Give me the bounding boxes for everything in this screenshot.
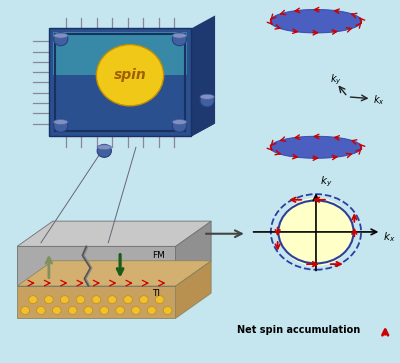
- Circle shape: [92, 296, 101, 303]
- Ellipse shape: [172, 119, 186, 125]
- Polygon shape: [270, 136, 362, 158]
- Polygon shape: [49, 123, 215, 136]
- Text: spin: spin: [114, 68, 146, 82]
- Circle shape: [29, 296, 37, 303]
- Circle shape: [124, 296, 132, 303]
- Circle shape: [148, 306, 156, 314]
- Text: TI: TI: [152, 289, 160, 298]
- Circle shape: [132, 306, 140, 314]
- Ellipse shape: [200, 94, 214, 99]
- Polygon shape: [17, 221, 211, 246]
- Polygon shape: [191, 16, 215, 136]
- Circle shape: [60, 296, 69, 303]
- Polygon shape: [270, 84, 362, 158]
- Ellipse shape: [54, 119, 68, 125]
- Polygon shape: [176, 261, 211, 318]
- Polygon shape: [17, 261, 211, 286]
- Circle shape: [108, 296, 116, 303]
- Circle shape: [172, 33, 186, 46]
- Circle shape: [96, 45, 164, 106]
- Circle shape: [44, 296, 53, 303]
- Polygon shape: [49, 28, 191, 136]
- Circle shape: [100, 306, 109, 314]
- Polygon shape: [270, 10, 362, 84]
- Text: $k_x$: $k_x$: [373, 94, 385, 107]
- Circle shape: [278, 198, 354, 266]
- Circle shape: [172, 119, 186, 132]
- Text: Net spin accumulation: Net spin accumulation: [237, 325, 360, 335]
- Text: $k_y$: $k_y$: [330, 72, 342, 87]
- Text: $k_x$: $k_x$: [383, 231, 396, 244]
- Circle shape: [54, 33, 68, 46]
- Circle shape: [163, 306, 172, 314]
- Text: $k_y$: $k_y$: [320, 174, 332, 189]
- Polygon shape: [17, 286, 176, 318]
- Circle shape: [155, 296, 164, 303]
- Circle shape: [76, 296, 85, 303]
- Polygon shape: [53, 32, 187, 75]
- Polygon shape: [176, 221, 211, 286]
- Circle shape: [116, 306, 124, 314]
- Circle shape: [21, 306, 30, 314]
- Ellipse shape: [97, 145, 111, 150]
- Polygon shape: [17, 246, 176, 286]
- Circle shape: [52, 306, 61, 314]
- Ellipse shape: [54, 33, 68, 38]
- Circle shape: [200, 94, 214, 107]
- Circle shape: [54, 119, 68, 132]
- Circle shape: [68, 306, 77, 314]
- Circle shape: [140, 296, 148, 303]
- Circle shape: [37, 306, 45, 314]
- Circle shape: [97, 144, 111, 158]
- Polygon shape: [270, 10, 362, 33]
- Circle shape: [84, 306, 93, 314]
- Text: FM: FM: [152, 251, 165, 260]
- Ellipse shape: [172, 33, 186, 38]
